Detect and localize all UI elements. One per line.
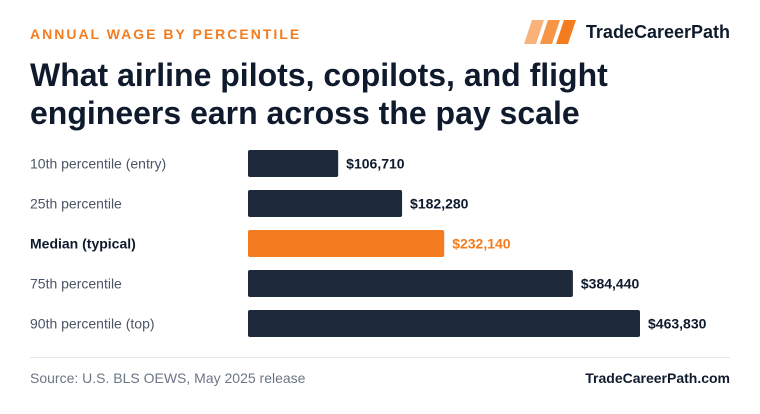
brand-name: TradeCareerPath bbox=[585, 21, 730, 42]
category-label: Median (typical) bbox=[30, 236, 136, 252]
category-label: 25th percentile bbox=[30, 196, 122, 212]
bar-chart: 10th percentile (entry) $106,710 25th perc… bbox=[30, 150, 707, 337]
value-label: $463,830 bbox=[648, 316, 707, 332]
bar bbox=[248, 270, 573, 297]
chart-kicker: ANNUAL WAGE BY PERCENTILE bbox=[30, 26, 302, 42]
bar bbox=[248, 150, 339, 177]
brand: TradeCareerPath bbox=[523, 20, 730, 44]
bar bbox=[248, 310, 640, 337]
value-label: $232,140 bbox=[452, 236, 511, 252]
source-note: Source: U.S. BLS OEWS, May 2025 release bbox=[30, 370, 306, 386]
site-name: TradeCareerPath.com bbox=[585, 370, 730, 386]
value-label: $106,710 bbox=[346, 156, 405, 172]
bar bbox=[248, 190, 403, 217]
category-label: 90th percentile (top) bbox=[30, 316, 155, 332]
value-label: $182,280 bbox=[410, 196, 469, 212]
category-label: 10th percentile (entry) bbox=[30, 156, 166, 172]
footer-divider bbox=[30, 357, 730, 358]
bar-highlight bbox=[248, 230, 445, 257]
striped-parallelogram-logo-icon bbox=[523, 20, 576, 44]
category-label: 75th percentile bbox=[30, 276, 122, 292]
value-label: $384,440 bbox=[581, 276, 640, 292]
chart-title: What airline pilots, copilots, and fligh… bbox=[30, 57, 608, 131]
